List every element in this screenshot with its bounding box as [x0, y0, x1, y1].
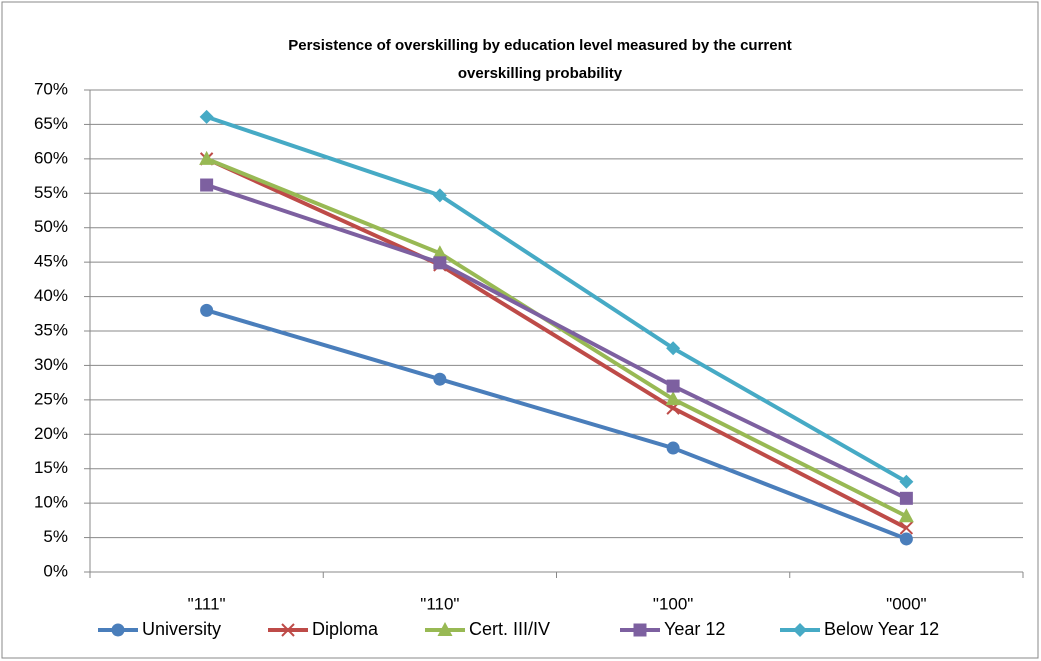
marker [281, 623, 295, 637]
legend-label: Below Year 12 [824, 619, 939, 639]
y-tick-label: 40% [34, 286, 68, 305]
marker [898, 508, 914, 523]
marker [433, 256, 447, 270]
x-tick-label: "000" [886, 594, 926, 613]
x-tick-label: "110" [420, 594, 459, 613]
y-tick-label: 10% [34, 493, 68, 512]
marker [200, 303, 214, 317]
series-line [205, 157, 908, 530]
y-tick-label: 60% [34, 148, 68, 167]
marker [665, 391, 681, 406]
y-tick-label: 15% [34, 458, 68, 477]
legend-label: University [142, 619, 221, 639]
marker [666, 341, 681, 356]
marker [899, 532, 913, 546]
marker [432, 188, 447, 203]
marker [111, 623, 125, 637]
y-tick-label: 20% [34, 424, 68, 443]
y-tick-label: 0% [43, 561, 68, 580]
marker [899, 491, 913, 505]
x-tick-label: "100" [653, 594, 693, 613]
y-tick-label: 25% [34, 389, 68, 408]
y-tick-label: 35% [34, 320, 68, 339]
chart-title: Persistence of overskilling by education… [288, 37, 792, 82]
y-tick-label: 65% [34, 114, 68, 133]
marker [199, 150, 215, 165]
marker [793, 623, 807, 637]
marker [899, 474, 914, 489]
y-tick-label: 5% [43, 527, 68, 546]
marker [200, 178, 214, 192]
legend-label: Year 12 [664, 619, 725, 639]
marker [199, 109, 214, 124]
y-tick-label: 30% [34, 355, 68, 374]
y-tick-label: 45% [34, 252, 68, 271]
legend-label: Diploma [312, 619, 379, 639]
series-line [205, 183, 908, 501]
y-tick-label: 50% [34, 217, 68, 236]
legend-label: Cert. III/IV [469, 619, 550, 639]
marker [432, 245, 448, 260]
y-tick-label: 55% [34, 183, 68, 202]
marker [899, 521, 914, 535]
y-tick-label: 70% [34, 79, 68, 98]
series-line [206, 308, 908, 541]
marker [633, 623, 647, 637]
marker [666, 441, 680, 455]
marker [433, 372, 447, 386]
series-line [205, 114, 908, 484]
marker [437, 622, 453, 636]
marker [666, 379, 680, 393]
x-tick-label: "111" [188, 594, 226, 613]
